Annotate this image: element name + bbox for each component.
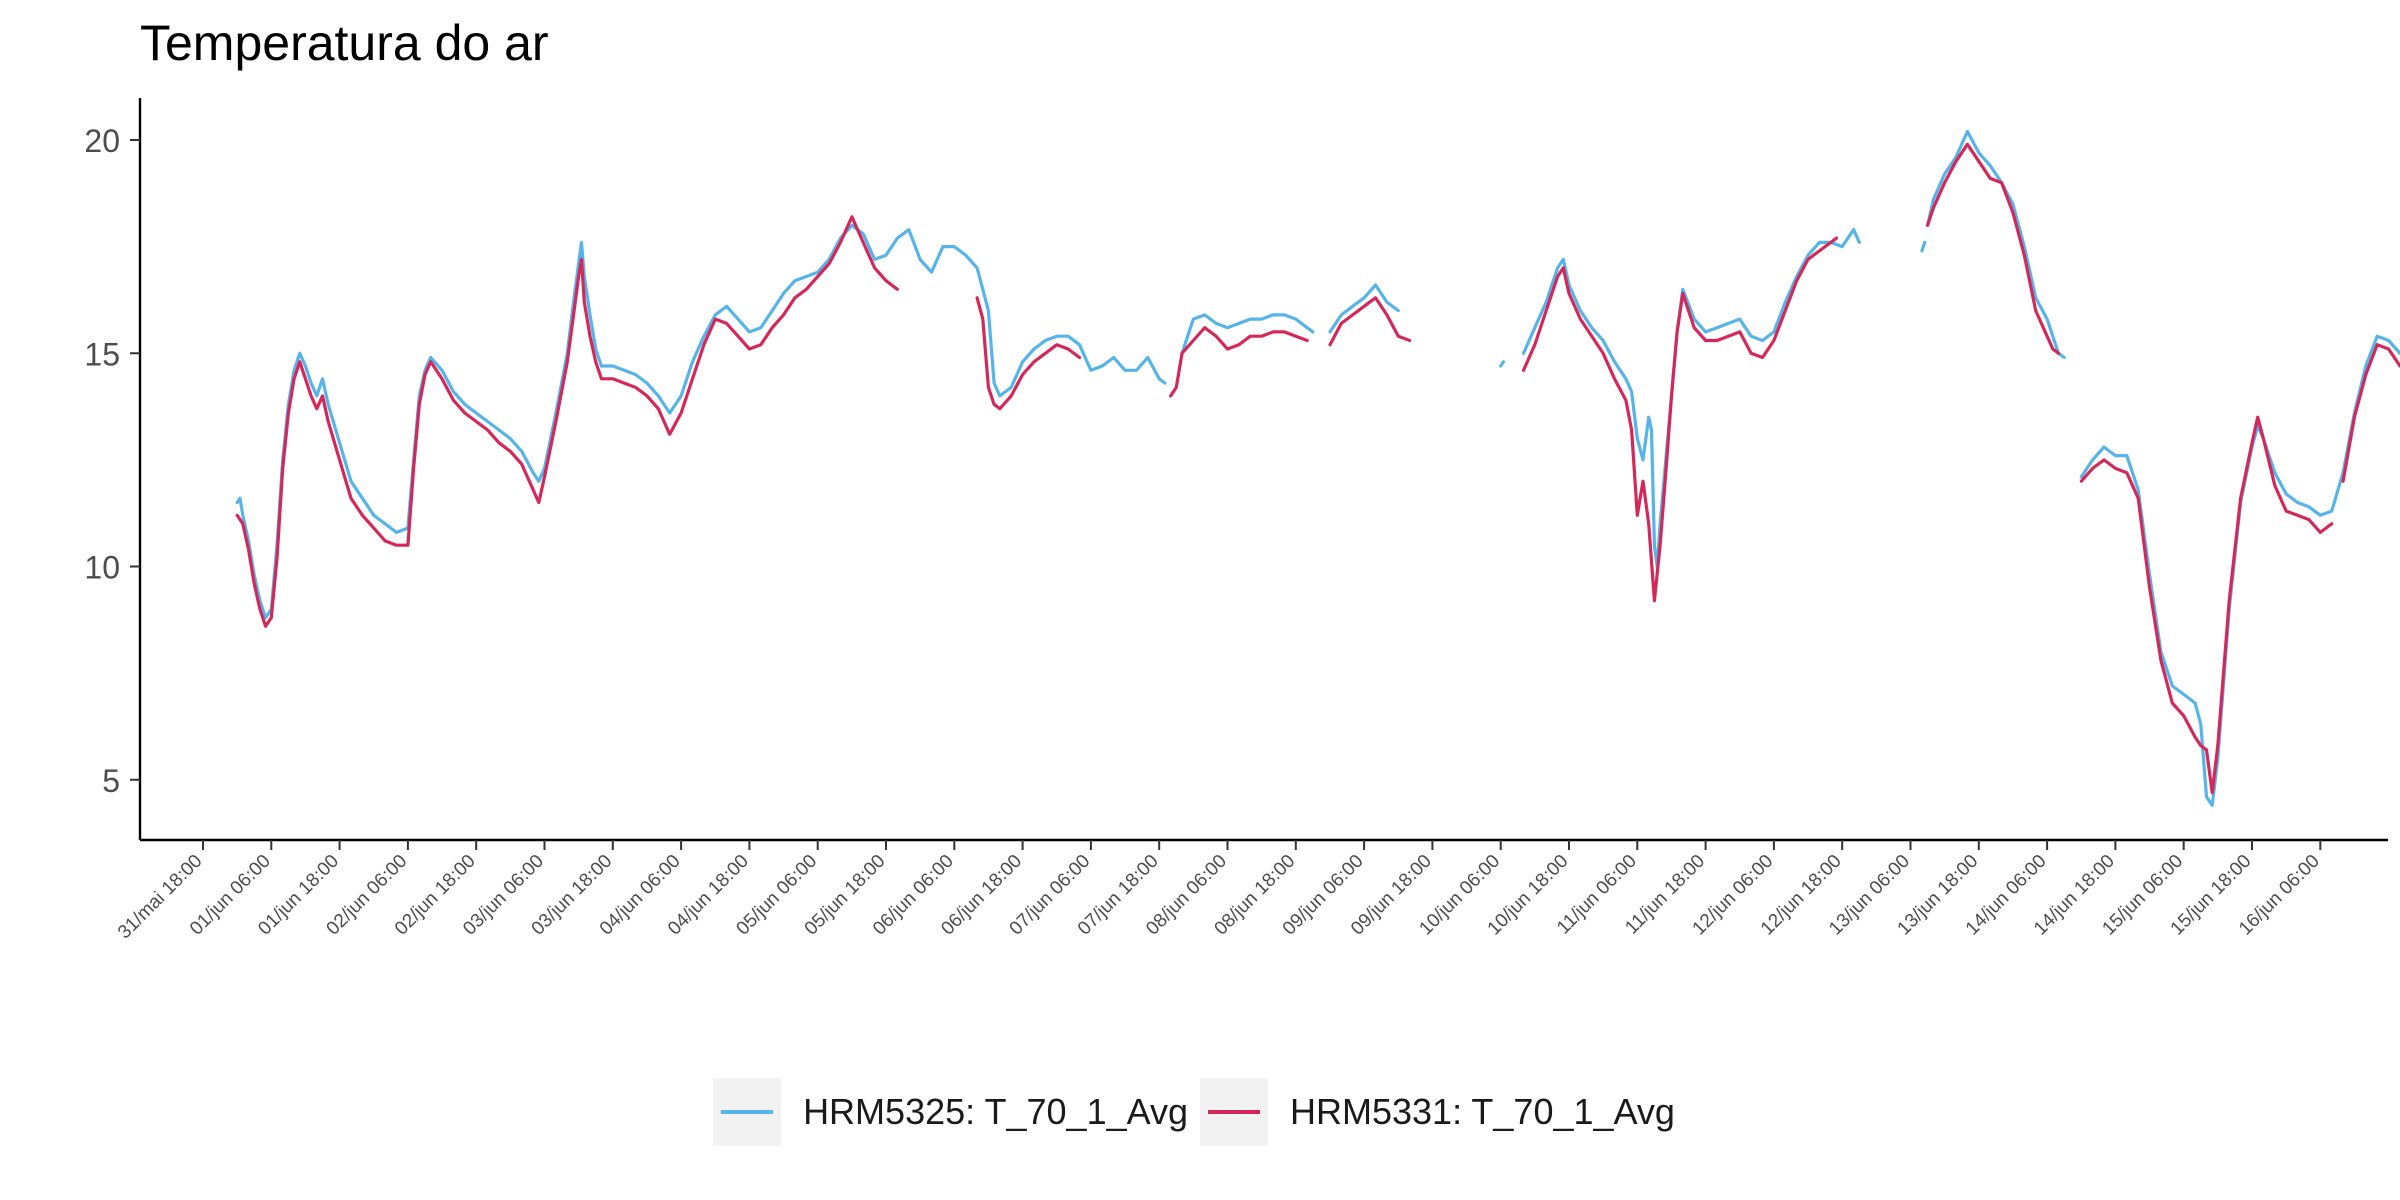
legend-item-series-2: HRM5331: T_70_1_Avg bbox=[1200, 1078, 1681, 1146]
series-1-segment-3 bbox=[1328, 283, 1400, 334]
legend-key-series-1 bbox=[713, 1078, 782, 1146]
series-2-segment-7 bbox=[2079, 415, 2334, 795]
series-1-segment-8 bbox=[2079, 334, 2400, 807]
y-tick-label-1: 5 bbox=[102, 763, 120, 799]
legend-label-series-2: HRM5331: T_70_1_Avg bbox=[1290, 1091, 1675, 1132]
y-tick-label-4: 20 bbox=[84, 123, 120, 159]
series-1-segment-7 bbox=[1926, 129, 2066, 360]
series-2-segment-2 bbox=[975, 296, 1082, 411]
series-1-segment-2 bbox=[1180, 313, 1315, 355]
chart-title: Temperatura do ar bbox=[140, 15, 549, 71]
legend-label-series-1: HRM5325: T_70_1_Avg bbox=[803, 1091, 1188, 1132]
series-2-segment-6 bbox=[1926, 142, 2061, 355]
legend: HRM5325: T_70_1_Avg HRM5331: T_70_1_Avg bbox=[0, 1078, 2400, 1146]
legend-key-series-2 bbox=[1200, 1078, 1268, 1146]
y-tick-label-3: 15 bbox=[84, 336, 120, 372]
series-2-segment-5 bbox=[1521, 236, 1839, 603]
series-2-segment-4 bbox=[1328, 296, 1412, 347]
series-1-segment-4 bbox=[1499, 360, 1506, 368]
series-2-segment-1 bbox=[235, 215, 899, 628]
series-2-segment-3 bbox=[1169, 326, 1309, 398]
legend-item-series-1: HRM5325: T_70_1_Avg bbox=[713, 1078, 1194, 1146]
series-2-segment-8 bbox=[2341, 343, 2400, 483]
legend-swatch-series-2 bbox=[1208, 1110, 1260, 1114]
y-tick-label-2: 10 bbox=[84, 550, 120, 586]
series-1-segment-1 bbox=[235, 223, 1167, 620]
legend-swatch-series-1 bbox=[721, 1110, 774, 1114]
series-layer bbox=[235, 129, 2400, 807]
series-1-segment-5 bbox=[1521, 228, 1861, 569]
series-1-segment-6 bbox=[1920, 240, 1927, 253]
